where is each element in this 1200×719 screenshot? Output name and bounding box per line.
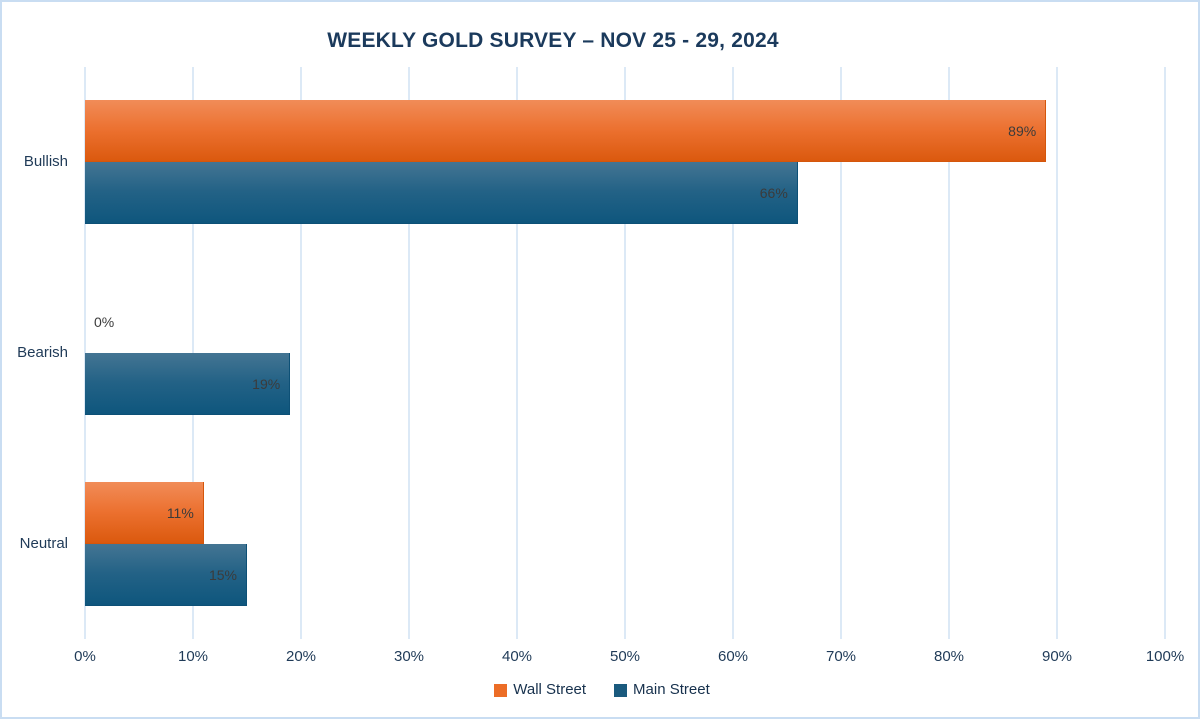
legend: Wall Street Main Street <box>2 682 1198 698</box>
plot-area: 89% 66% 0% 19% 11% 15% <box>84 67 1166 639</box>
legend-label-main-street: Main Street <box>633 681 710 698</box>
bar-wall-street-neutral <box>85 481 204 544</box>
bar-label-main-street-neutral: 15% <box>208 566 237 583</box>
gridline <box>948 67 950 639</box>
x-tick-label-30-: 30% <box>393 648 425 665</box>
bar-label-main-street-bullish: 66% <box>759 185 788 202</box>
bar-wall-street-bullish <box>85 100 1047 163</box>
x-tick-label-0-: 0% <box>74 648 96 665</box>
x-tick-label-80-: 80% <box>933 648 965 665</box>
bar-main-street-neutral <box>85 543 247 606</box>
x-tick-label-10-: 10% <box>177 648 209 665</box>
legend-item-wall-street: Wall Street <box>494 682 586 698</box>
bar-main-street-bearish <box>85 353 291 415</box>
chart-title: WEEKLY GOLD SURVEY – NOV 25 - 29, 2024 <box>327 29 779 52</box>
bar-label-wall-street-bullish: 89% <box>1008 123 1037 140</box>
gridline <box>840 67 842 639</box>
gridline <box>624 67 626 639</box>
gridline <box>408 67 410 639</box>
legend-item-main-street: Main Street <box>614 682 710 698</box>
bar-label-main-street-bearish: 19% <box>252 376 281 392</box>
bar-label-wall-street-neutral: 11% <box>166 504 194 521</box>
legend-swatch-main-street <box>614 683 628 697</box>
x-tick-label-50-: 50% <box>609 648 641 665</box>
x-tick-label-60-: 60% <box>717 648 749 665</box>
legend-label-wall-street: Wall Street <box>513 681 587 698</box>
gridline <box>732 67 734 639</box>
gridline <box>1164 67 1166 639</box>
x-tick-label-20-: 20% <box>285 648 317 665</box>
x-tick-label-90-: 90% <box>1041 648 1073 665</box>
x-tick-label-70-: 70% <box>825 648 857 665</box>
category-label-bearish: Bearish <box>17 344 68 361</box>
legend-swatch-wall-street <box>494 683 508 697</box>
gridline <box>516 67 518 639</box>
category-label-bullish: Bullish <box>23 153 68 171</box>
bar-label-wall-street-bearish: 0% <box>94 314 115 330</box>
gridline <box>1056 67 1058 639</box>
x-tick-label-40-: 40% <box>501 648 533 665</box>
gridline <box>300 67 302 639</box>
category-label-neutral: Neutral <box>19 534 68 552</box>
x-tick-label-100-: 100% <box>1145 648 1185 665</box>
bar-main-street-bullish <box>85 162 798 225</box>
